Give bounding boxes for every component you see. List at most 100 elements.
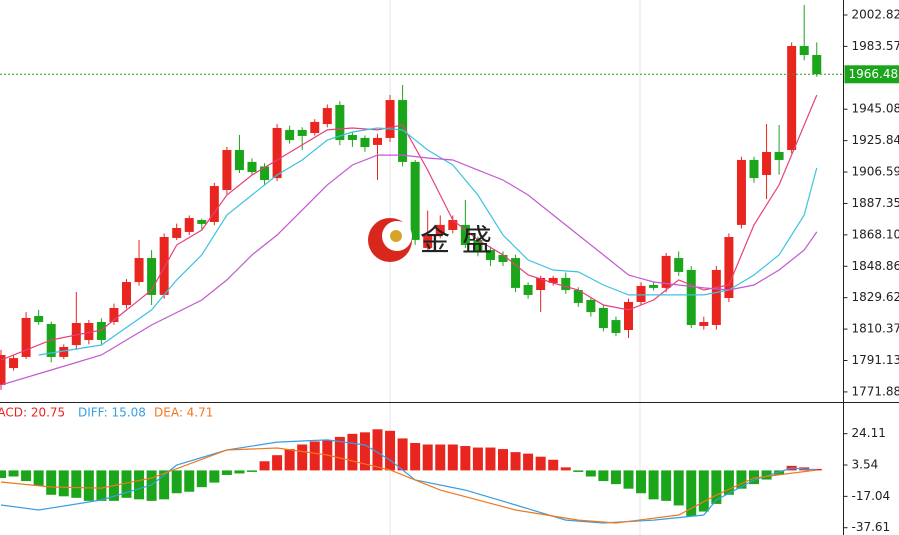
candle-body — [159, 236, 169, 295]
macd-bar — [58, 470, 69, 497]
macd-bar — [385, 430, 396, 471]
macd-bar — [134, 470, 145, 500]
candle-body — [398, 100, 408, 162]
watermark: 金盛 — [368, 218, 504, 262]
candle-body — [172, 228, 182, 238]
logo — [390, 230, 402, 242]
macd-bar — [259, 461, 270, 471]
macd-bar — [234, 470, 245, 474]
candle-body — [586, 299, 596, 313]
candle-body — [297, 129, 307, 136]
candle-body — [84, 323, 94, 340]
candle-body — [799, 46, 809, 56]
macd-bar — [535, 456, 546, 471]
y-tick-label: -37.61 — [852, 520, 891, 534]
candle-body — [373, 137, 382, 145]
macd-bar — [585, 470, 596, 477]
candle-body — [423, 235, 433, 248]
y-tick-label: 1810.37 — [852, 322, 899, 336]
indicator-line — [0, 94, 818, 361]
candle-body — [247, 161, 257, 173]
y-tick-label: -17.04 — [852, 489, 891, 503]
candle-body — [310, 121, 320, 134]
macd-bar — [447, 444, 458, 471]
macd-bar — [171, 470, 182, 494]
macd-bar — [309, 441, 320, 471]
y-tick-label: 1983.57 — [852, 39, 899, 53]
macd-bar — [673, 470, 684, 506]
candle-body — [611, 320, 621, 333]
candle-body — [134, 258, 144, 283]
candle-body — [59, 346, 69, 357]
candle-body — [335, 104, 345, 141]
candle-body — [762, 151, 772, 175]
candle-body — [536, 277, 546, 291]
candle-body — [385, 100, 395, 138]
legend-entry: DIFF: 15.08 — [78, 406, 146, 420]
indicator-line — [0, 447, 817, 524]
macd-bar — [598, 470, 609, 482]
last-price-label: 1966.48 — [849, 67, 899, 81]
macd-bar — [711, 470, 722, 504]
macd-bar — [523, 453, 534, 471]
macd-bar — [334, 436, 345, 471]
y-tick-label: 3.54 — [852, 458, 879, 472]
macd-bar — [196, 470, 207, 488]
macd-bar — [422, 444, 433, 471]
candle-body — [624, 301, 633, 331]
candle-body — [21, 317, 31, 357]
candle-body — [774, 151, 784, 160]
macd-bar — [410, 442, 421, 471]
macd-bar — [209, 470, 220, 483]
candle-body — [347, 134, 357, 141]
macd-bar — [749, 470, 759, 485]
y-tick-label: 1791.13 — [852, 353, 899, 367]
candle-body — [322, 108, 332, 125]
macd-bar — [435, 444, 446, 471]
candle-body — [360, 137, 370, 148]
macd-bar — [573, 470, 584, 472]
macd-bar — [159, 470, 170, 500]
candle-body — [209, 186, 219, 222]
candle-body — [511, 258, 521, 288]
candle-body — [34, 315, 44, 323]
macd-bar — [0, 470, 6, 479]
macd-bar — [83, 470, 94, 501]
last-price-box — [844, 65, 899, 84]
macd-bar — [21, 470, 32, 482]
candle-body — [699, 322, 709, 326]
watermark-text: 金盛 — [420, 224, 504, 259]
macd-bar — [184, 470, 195, 492]
macd-bar — [698, 470, 709, 512]
macd-bar — [736, 470, 747, 489]
macd-bar — [284, 449, 295, 471]
candle-body — [787, 46, 797, 150]
macd-bar — [71, 470, 82, 498]
macd-bar — [648, 470, 659, 500]
candle-body — [285, 129, 295, 141]
macd-bar — [397, 438, 408, 471]
y-tick-label: 1868.10 — [852, 227, 899, 241]
legend-entry: DEA: 4.71 — [154, 406, 213, 420]
macd-bar — [8, 470, 19, 477]
macd-bar — [636, 470, 647, 494]
macd-bar — [460, 446, 471, 471]
candle-body — [674, 258, 684, 272]
macd-bar — [221, 470, 232, 475]
candle-body — [523, 284, 533, 295]
macd-bar — [686, 470, 697, 517]
candle-body — [147, 258, 157, 295]
candle-body — [96, 322, 106, 340]
macd-bar — [610, 470, 621, 485]
macd-bar — [548, 459, 559, 471]
candle-body — [222, 149, 232, 190]
macd-bar — [661, 470, 672, 501]
candle-body — [184, 218, 194, 232]
candle-body — [736, 159, 746, 225]
candle-body — [561, 277, 571, 291]
candle-body — [109, 307, 119, 323]
candle-body — [460, 224, 470, 245]
indicator-line — [38, 127, 818, 356]
candle-body — [260, 166, 270, 181]
